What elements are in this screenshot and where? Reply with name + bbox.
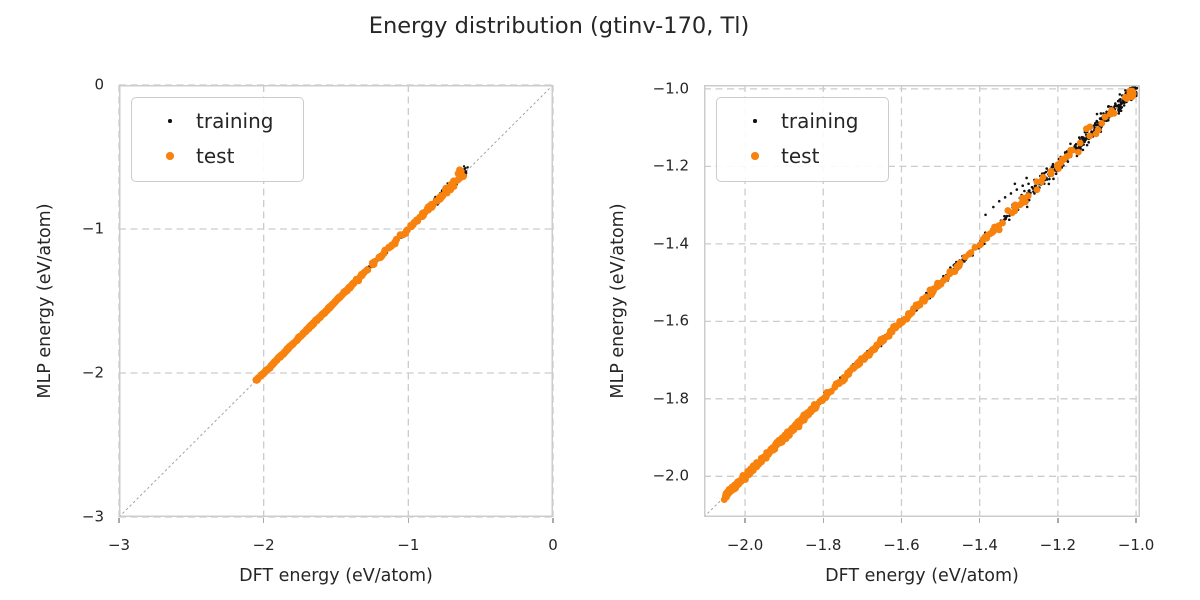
- plot-canvas: [118, 84, 554, 518]
- legend-marker-cell: [729, 152, 781, 160]
- y-tick-label: −1.0: [652, 79, 689, 98]
- x-tick-label: −2: [252, 536, 275, 554]
- y-tick-label: −3: [81, 507, 104, 526]
- x-tick-mark: [978, 518, 981, 523]
- x-tick-mark: [822, 518, 824, 523]
- x-tick-label: −1: [397, 536, 420, 554]
- x-tick-label: −2.0: [726, 536, 764, 554]
- y-tick-label: −1.2: [652, 156, 689, 175]
- x-tick-mark: [900, 518, 903, 523]
- y-tick-label: −2.0: [652, 466, 689, 485]
- legend-label-training: training: [781, 109, 859, 133]
- axes-border: [704, 85, 1140, 517]
- x-tick-mark: [118, 518, 120, 523]
- x-tick-label: −1.2: [1039, 536, 1077, 554]
- y-axis-label: MLP energy (eV/atom): [35, 203, 55, 399]
- legend-label-training: training: [196, 109, 274, 133]
- y-axis-label: MLP energy (eV/atom): [608, 203, 628, 399]
- x-tick-label: −1.6: [883, 536, 920, 554]
- x-tick-mark: [1135, 518, 1137, 523]
- y-tick-label: −1: [81, 219, 104, 238]
- y-tick-label: −2: [81, 363, 104, 382]
- y-tick-label: −1.4: [652, 234, 689, 253]
- x-tick-label: −1.0: [1117, 536, 1155, 554]
- test-marker-icon: [751, 152, 759, 160]
- legend-marker-cell: [729, 119, 781, 123]
- x-tick-label: −1.4: [961, 536, 998, 554]
- x-tick-label: −3: [107, 536, 131, 554]
- x-tick-mark: [262, 518, 265, 523]
- x-axis-label: DFT energy (eV/atom): [239, 566, 433, 586]
- legend-item-test: test: [144, 144, 273, 168]
- training-marker-icon: [168, 119, 172, 123]
- gridlines: [704, 85, 1140, 517]
- x-axis-label: DFT energy (eV/atom): [825, 566, 1019, 586]
- y-tick-label: 0: [94, 75, 104, 94]
- series-test: [720, 87, 1137, 504]
- x-tick-mark: [1057, 518, 1059, 523]
- training-marker-icon: [753, 119, 757, 123]
- legend-item-training: training: [144, 109, 273, 133]
- x-tick-label: −1.8: [805, 536, 842, 554]
- legend-item-test: test: [729, 144, 858, 168]
- legend-marker-cell: [144, 152, 196, 160]
- x-tick-label: 0: [548, 536, 558, 554]
- plot-canvas: [704, 85, 1140, 517]
- legend: training test: [716, 97, 890, 182]
- x-tick-mark: [407, 518, 410, 523]
- figure-title: Energy distribution (gtinv-170, Tl): [368, 13, 750, 39]
- legend-item-training: training: [729, 109, 858, 133]
- test-marker-icon: [166, 152, 174, 160]
- legend-label-test: test: [196, 144, 235, 168]
- legend-marker-cell: [144, 119, 196, 123]
- series-test: [252, 166, 467, 384]
- y-tick-label: −1.8: [652, 389, 689, 408]
- legend: training test: [131, 97, 305, 182]
- y-tick-label: −1.6: [652, 311, 689, 330]
- x-tick-mark: [552, 518, 554, 523]
- legend-label-test: test: [781, 144, 820, 168]
- x-tick-mark: [744, 518, 746, 523]
- left-subplot: training test DFT energy (eV/atom) MLP e…: [35, 77, 558, 586]
- right-subplot: training test DFT energy (eV/atom) MLP e…: [608, 81, 1154, 586]
- axes-border: [119, 85, 553, 517]
